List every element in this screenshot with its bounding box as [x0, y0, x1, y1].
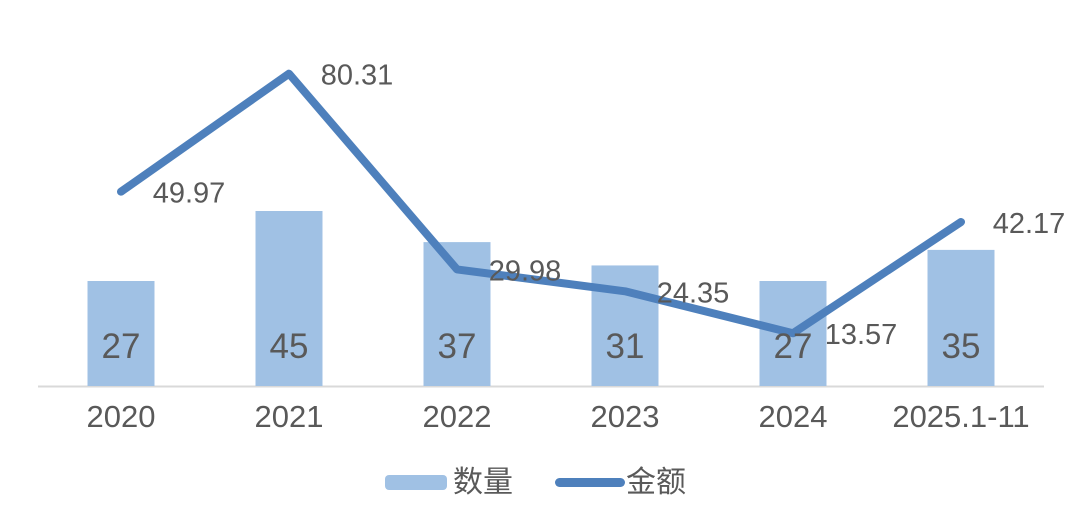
- x-axis-tick-label: 2021: [255, 399, 324, 434]
- amount-line: [117, 69, 965, 338]
- x-axis-tick-label: 2023: [591, 399, 660, 434]
- x-axis-tick-label: 2020: [87, 399, 156, 434]
- chart-legend: 数量 金额: [0, 463, 1080, 503]
- x-axis-tick-label: 2022: [423, 399, 492, 434]
- x-axis-tick-label: 2025.1-11: [892, 399, 1029, 434]
- legend-label-quantity: 数量: [453, 466, 513, 499]
- bar-2025.1-11: [927, 249, 995, 386]
- line-value-label: 80.31: [321, 60, 394, 92]
- bar-2023: [591, 265, 659, 386]
- bar-value-label: 27: [102, 327, 141, 366]
- line-value-label: 42.17: [993, 208, 1066, 240]
- line-value-label: 13.57: [825, 319, 898, 351]
- line-value-label: 24.35: [657, 277, 730, 309]
- bar-value-label: 31: [606, 327, 645, 366]
- bar-value-label: 27: [774, 327, 813, 366]
- bar-2021: [255, 211, 323, 386]
- legend-bar-swatch-icon: [385, 475, 447, 490]
- bar-value-label: 37: [438, 327, 477, 366]
- line-value-label: 49.97: [153, 178, 226, 210]
- bar-value-label: 35: [942, 327, 981, 366]
- x-axis-tick-label: 2024: [759, 399, 828, 434]
- legend-label-amount: 金额: [626, 466, 686, 499]
- bar-value-label: 45: [270, 327, 309, 366]
- line-value-label: 29.98: [489, 255, 562, 287]
- legend-line-swatch-icon: [555, 478, 625, 487]
- bar-2020: [87, 281, 155, 386]
